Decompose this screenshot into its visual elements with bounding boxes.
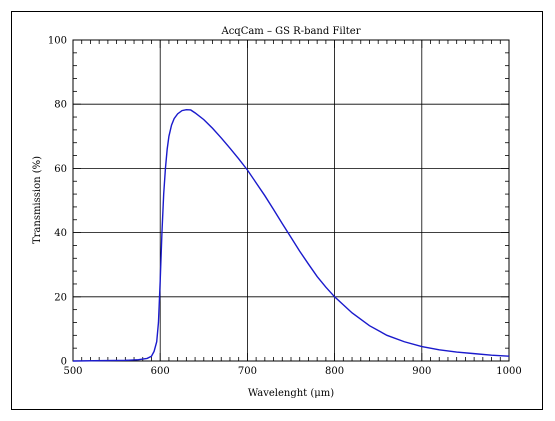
y-tick-label: 80 [54,100,67,111]
series-layer [72,108,510,362]
x-tick-label: 800 [325,366,344,377]
tick-layer [72,39,510,362]
y-axis-label: Transmission (%) [32,156,43,244]
y-tick-label: 20 [54,292,67,303]
tick-label-layer: 500 600 700 800 900 1000 0 20 40 60 80 100 [48,36,522,378]
x-tick-label: 600 [151,366,170,377]
y-tick-label: 60 [54,164,67,175]
y-tick-label: 40 [54,228,67,239]
y-tick-label: 0 [61,357,67,368]
chart-title: AcqCam – GS R-band Filter [220,26,360,37]
transmission-curve [72,108,510,362]
y-tick-label: 100 [48,36,67,47]
outer-frame [11,11,543,410]
plot-area [72,39,510,362]
x-tick-label: 500 [63,366,82,377]
x-tick-label: 1000 [496,366,521,377]
grid-layer [73,40,509,361]
x-tick-label: 700 [238,366,257,377]
x-axis-label: Wavelenght (μm) [248,388,334,399]
x-tick-label: 900 [412,366,431,377]
